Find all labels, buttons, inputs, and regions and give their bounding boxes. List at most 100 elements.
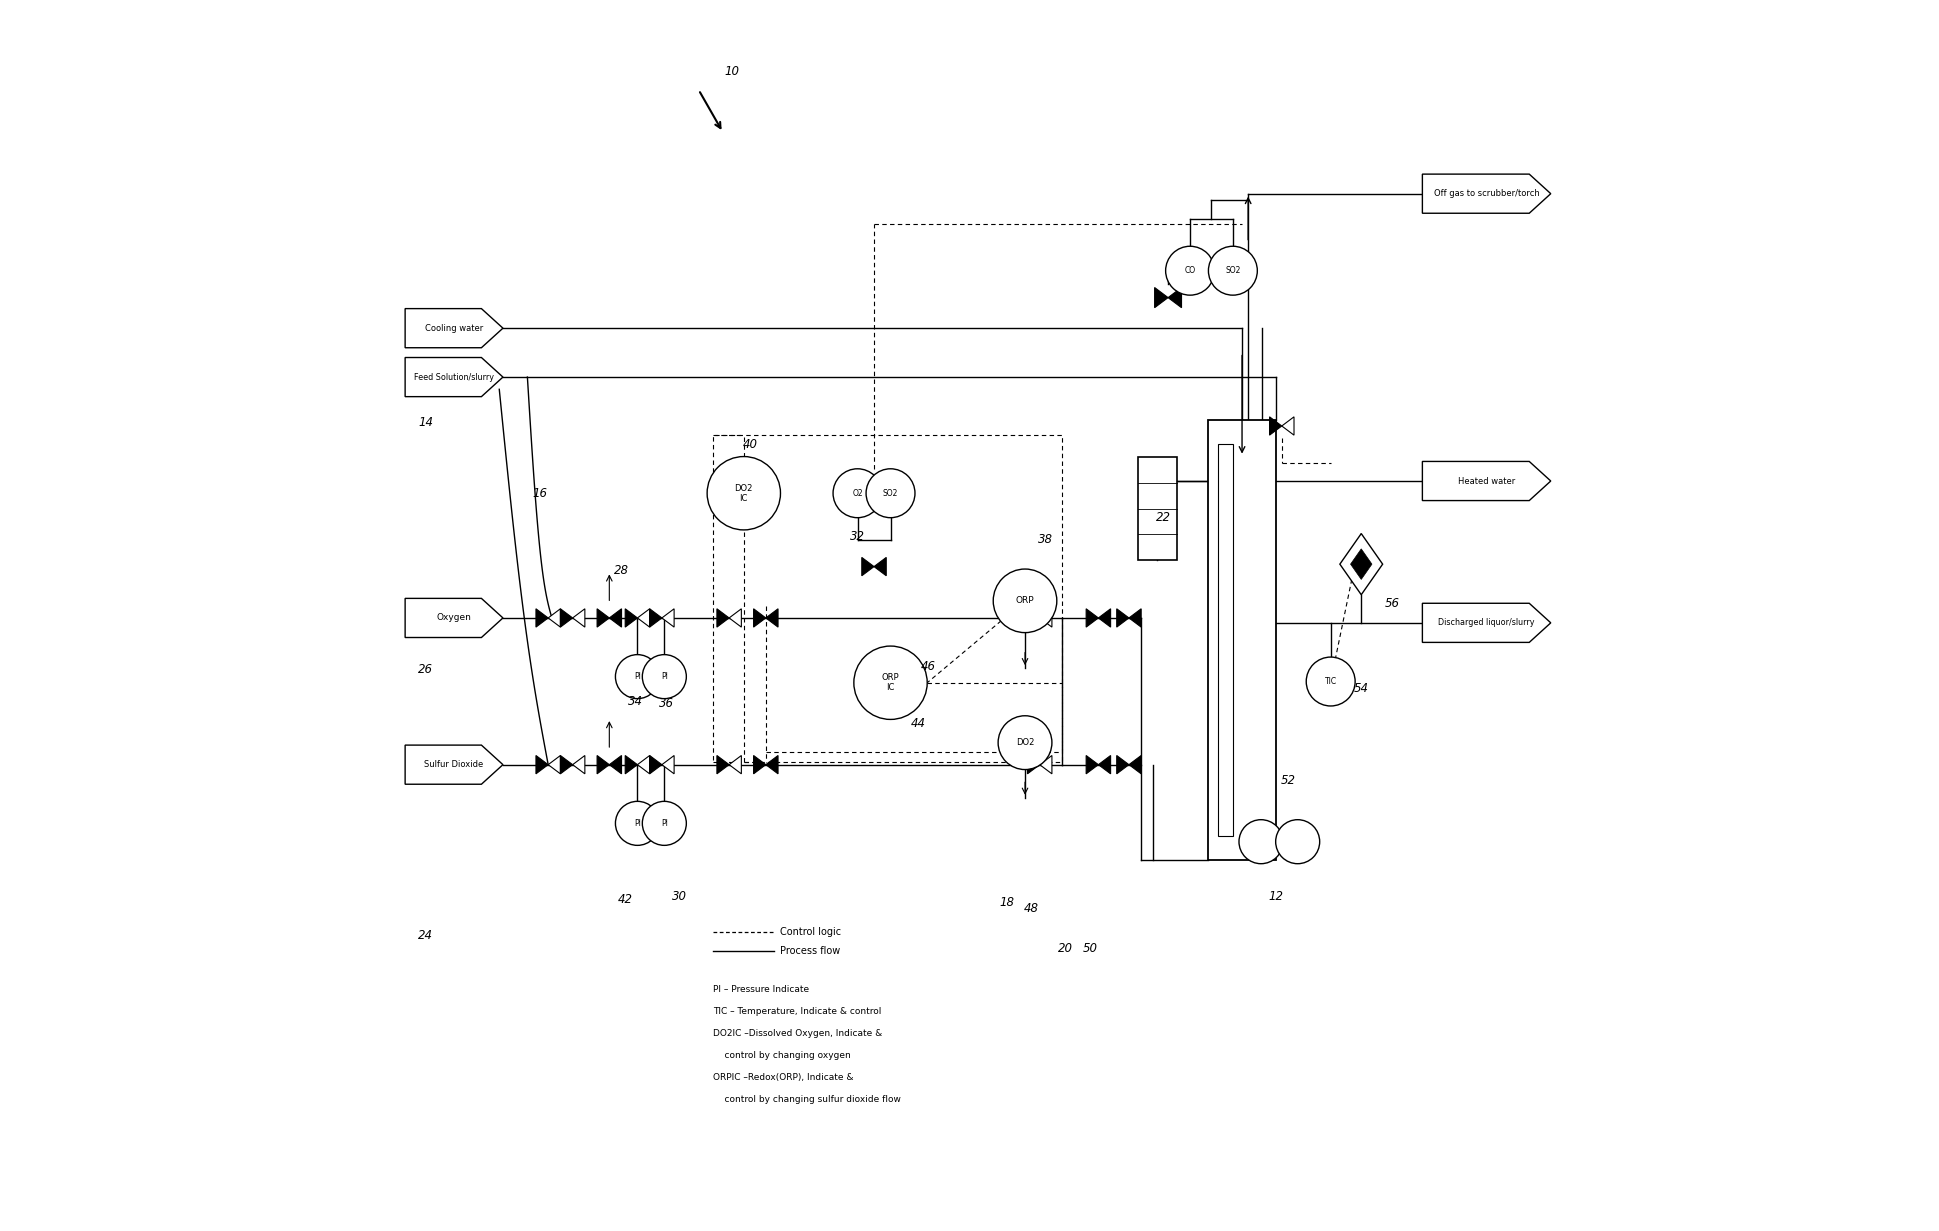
Polygon shape [650, 609, 661, 627]
Text: SO2: SO2 [1225, 266, 1239, 276]
Circle shape [853, 646, 927, 719]
Polygon shape [597, 609, 609, 627]
Polygon shape [1128, 609, 1140, 627]
Polygon shape [1097, 756, 1109, 774]
Polygon shape [535, 756, 549, 774]
Polygon shape [638, 756, 650, 774]
Text: 18: 18 [999, 896, 1014, 910]
Text: 30: 30 [671, 890, 686, 904]
Polygon shape [1086, 756, 1097, 774]
Text: PI: PI [634, 672, 640, 681]
Polygon shape [1097, 609, 1109, 627]
Polygon shape [874, 558, 886, 576]
Circle shape [706, 457, 779, 529]
Polygon shape [597, 756, 609, 774]
Polygon shape [661, 756, 673, 774]
Text: PI: PI [634, 819, 640, 828]
Text: DO2
IC: DO2 IC [735, 484, 752, 503]
Polygon shape [560, 609, 572, 627]
Text: 12: 12 [1268, 890, 1282, 904]
Polygon shape [1128, 756, 1140, 774]
Polygon shape [1421, 174, 1549, 213]
Polygon shape [560, 756, 572, 774]
Polygon shape [1350, 549, 1371, 580]
Polygon shape [624, 756, 638, 774]
Circle shape [993, 569, 1057, 633]
Bar [1208, 420, 1276, 860]
Polygon shape [549, 609, 560, 627]
Text: CO: CO [1185, 266, 1194, 276]
Text: Sulfur Dioxide: Sulfur Dioxide [425, 761, 483, 769]
Text: 22: 22 [1156, 511, 1169, 524]
Polygon shape [1117, 756, 1128, 774]
Polygon shape [752, 609, 766, 627]
Polygon shape [1028, 756, 1039, 774]
Text: PI – Pressure Indicate: PI – Pressure Indicate [714, 985, 809, 993]
Bar [714, 435, 1061, 762]
Polygon shape [638, 609, 650, 627]
Text: 56: 56 [1384, 597, 1398, 609]
Circle shape [1208, 246, 1256, 295]
Text: control by changing sulfur dioxide flow: control by changing sulfur dioxide flow [714, 1094, 900, 1104]
Circle shape [997, 715, 1051, 769]
Polygon shape [729, 609, 741, 627]
Text: 34: 34 [626, 694, 642, 708]
Circle shape [1276, 820, 1319, 864]
Text: PI: PI [661, 672, 667, 681]
Polygon shape [535, 609, 549, 627]
Text: 50: 50 [1082, 942, 1097, 954]
Text: Discharged liquor/slurry: Discharged liquor/slurry [1437, 618, 1534, 628]
Text: 52: 52 [1280, 774, 1295, 787]
Text: Feed Solution/slurry: Feed Solution/slurry [413, 373, 494, 382]
Polygon shape [1039, 609, 1051, 627]
Text: Cooling water: Cooling water [425, 324, 483, 332]
Polygon shape [572, 609, 584, 627]
Bar [1218, 444, 1233, 836]
Text: 14: 14 [419, 416, 432, 428]
Text: 16: 16 [531, 486, 547, 500]
Polygon shape [650, 756, 661, 774]
Polygon shape [1154, 288, 1167, 308]
Text: TIC – Temperature, Indicate & control: TIC – Temperature, Indicate & control [714, 1007, 880, 1016]
Polygon shape [1039, 756, 1051, 774]
Polygon shape [405, 357, 502, 396]
Polygon shape [661, 609, 673, 627]
Polygon shape [729, 756, 741, 774]
Polygon shape [405, 745, 502, 784]
Polygon shape [1086, 609, 1097, 627]
Polygon shape [405, 309, 502, 347]
Text: 44: 44 [911, 716, 925, 730]
Text: Heated water: Heated water [1458, 476, 1514, 485]
Text: O2: O2 [851, 489, 863, 497]
Polygon shape [549, 756, 560, 774]
Circle shape [1239, 820, 1282, 864]
Polygon shape [717, 609, 729, 627]
Polygon shape [609, 756, 620, 774]
Polygon shape [766, 609, 778, 627]
Text: 42: 42 [617, 892, 632, 906]
Text: Oxygen: Oxygen [436, 613, 471, 623]
Text: 38: 38 [1037, 533, 1053, 547]
Text: 40: 40 [743, 438, 756, 451]
Text: 10: 10 [723, 65, 739, 78]
Circle shape [832, 469, 882, 518]
Circle shape [642, 801, 686, 846]
Circle shape [1305, 657, 1355, 705]
Polygon shape [405, 598, 502, 638]
Polygon shape [717, 756, 729, 774]
Text: Off gas to scrubber/torch: Off gas to scrubber/torch [1433, 190, 1540, 198]
Circle shape [642, 655, 686, 699]
Text: PI: PI [661, 819, 667, 828]
Text: Control logic: Control logic [779, 927, 842, 937]
Polygon shape [861, 558, 874, 576]
Polygon shape [1117, 609, 1128, 627]
Text: 36: 36 [659, 697, 675, 710]
Text: 24: 24 [419, 929, 432, 943]
Polygon shape [609, 609, 620, 627]
Polygon shape [1167, 288, 1181, 308]
Circle shape [615, 801, 659, 846]
Text: 48: 48 [1024, 902, 1037, 916]
Text: ORPIC –Redox(ORP), Indicate &: ORPIC –Redox(ORP), Indicate & [714, 1072, 853, 1082]
Text: Process flow: Process flow [779, 945, 840, 955]
Text: TIC: TIC [1324, 677, 1336, 686]
